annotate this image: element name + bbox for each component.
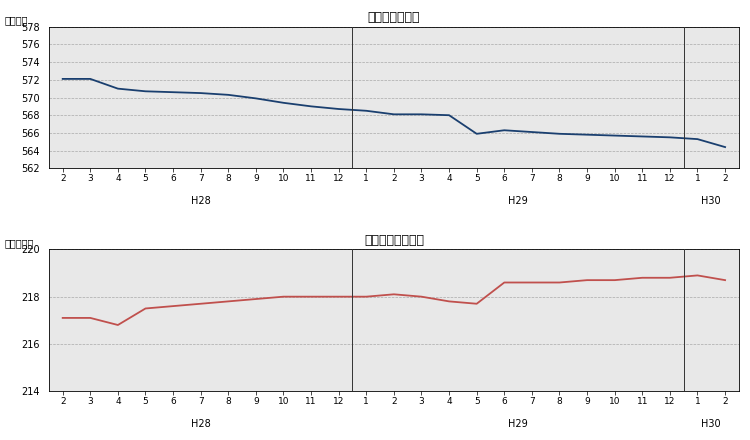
Text: H30: H30 bbox=[701, 419, 721, 429]
Text: H30: H30 bbox=[701, 196, 721, 206]
Y-axis label: （千人）: （千人） bbox=[4, 15, 28, 25]
Text: H28: H28 bbox=[190, 196, 211, 206]
Y-axis label: （千世帯）: （千世帯） bbox=[4, 238, 34, 248]
Text: H29: H29 bbox=[509, 196, 528, 206]
Text: H28: H28 bbox=[190, 419, 211, 429]
Title: 推計人口の推移: 推計人口の推移 bbox=[368, 11, 420, 24]
Text: H29: H29 bbox=[509, 419, 528, 429]
Title: 推計世帯数の推移: 推計世帯数の推移 bbox=[364, 234, 424, 247]
